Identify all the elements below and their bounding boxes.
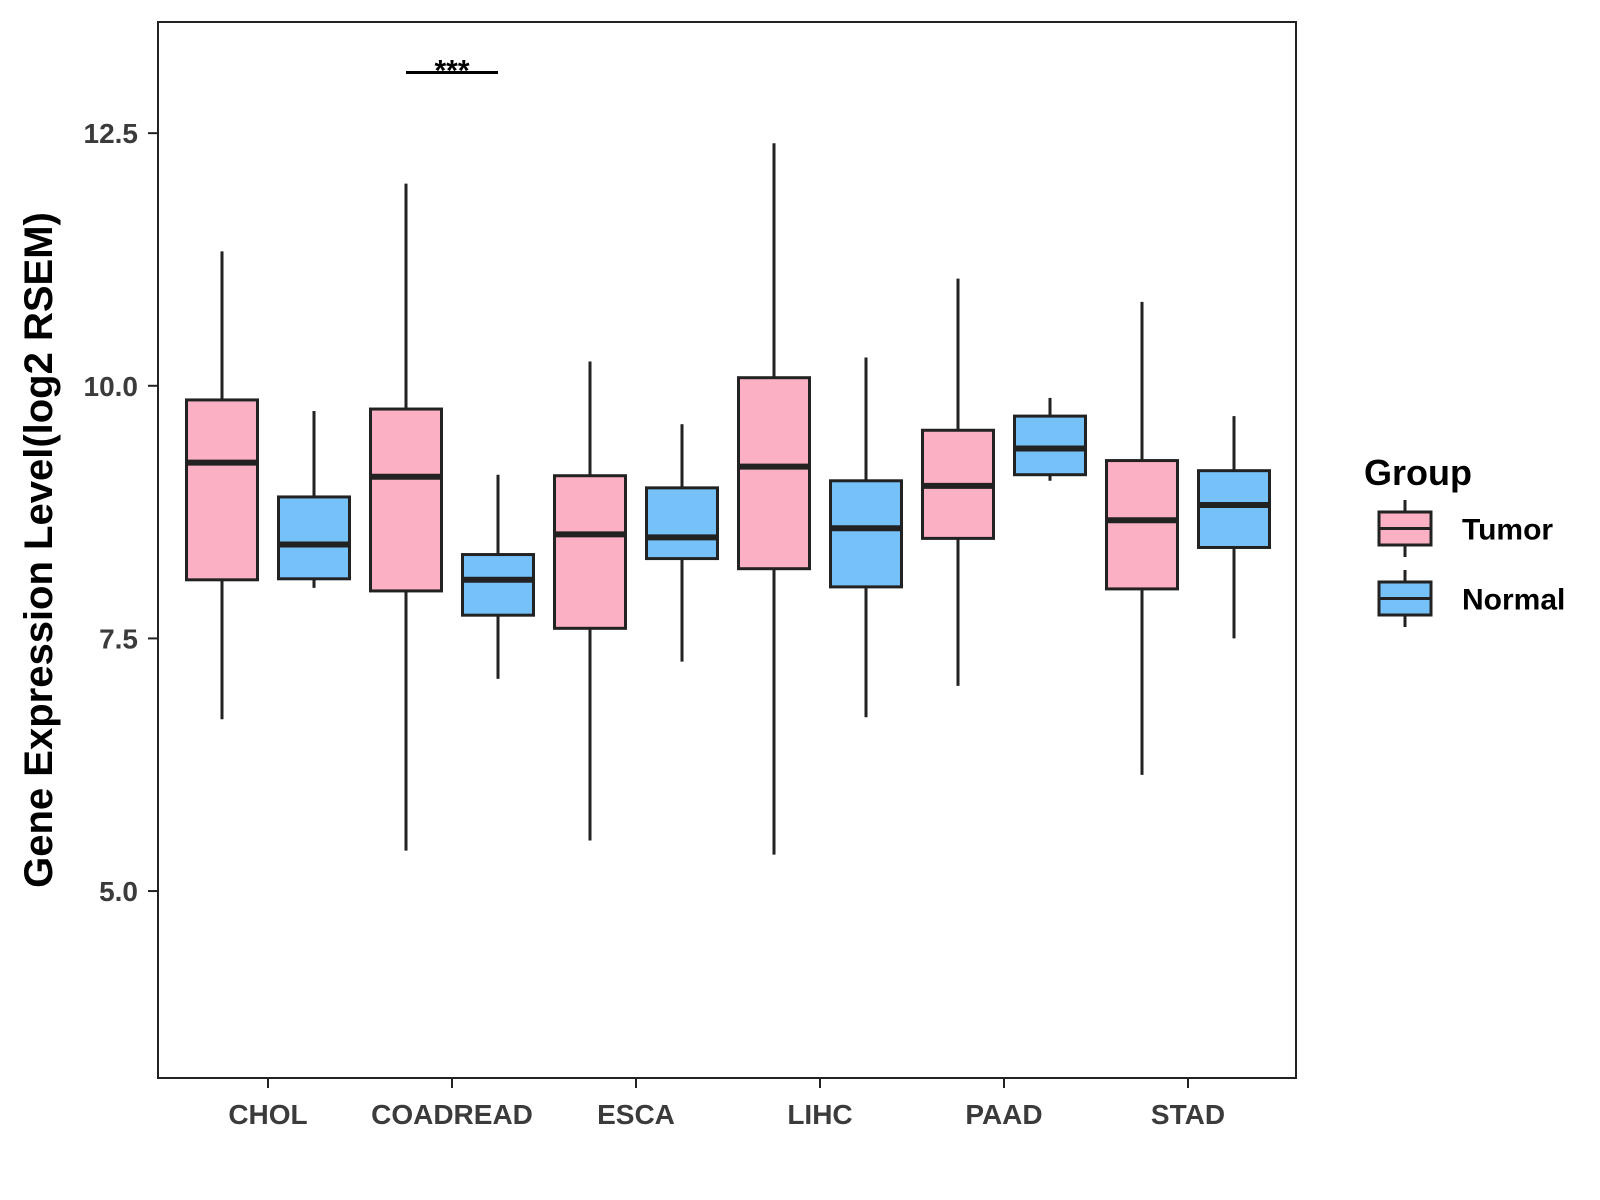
box-iqr (369, 407, 443, 593)
box-iqr (645, 486, 719, 561)
box-iqr (829, 479, 903, 589)
box-tumor-chol (185, 251, 259, 720)
box-iqr (277, 495, 351, 581)
boxes-layer (185, 143, 1271, 855)
box-normal-paad (1013, 397, 1087, 481)
x-tick-label-paad: PAAD (965, 1099, 1042, 1130)
box-tumor-paad (921, 278, 995, 686)
box-iqr (1197, 469, 1271, 549)
box-normal-esca (645, 424, 719, 662)
box-iqr (461, 553, 535, 617)
legend-entry-tumor: Tumor (1377, 500, 1553, 557)
box-iqr (737, 376, 811, 571)
legend-title: Group (1364, 452, 1472, 493)
plot-panel-border (157, 21, 1297, 1079)
box-iqr (553, 474, 627, 630)
significance-stars: *** (434, 55, 469, 88)
x-tick-label-esca: ESCA (597, 1099, 675, 1130)
box-tumor-esca (553, 361, 627, 841)
y-axis: 5.0 7.5 10.0 12.5 (84, 118, 158, 907)
x-tick-label-coadread: COADREAD (371, 1099, 533, 1130)
y-tick-label: 12.5 (84, 118, 139, 149)
annotations-layer: *** (406, 55, 498, 88)
box-tumor-lihc (737, 143, 811, 855)
box-tumor-stad (1105, 301, 1179, 775)
legend-label: Normal (1462, 584, 1565, 617)
box-normal-stad (1197, 416, 1271, 639)
y-tick-label: 7.5 (99, 623, 138, 654)
x-tick-label-lihc: LIHC (787, 1099, 852, 1130)
box-iqr (1105, 459, 1179, 591)
legend-label: Tumor (1462, 514, 1553, 547)
box-normal-chol (277, 411, 351, 588)
box-tumor-coadread (369, 183, 443, 851)
y-tick-label: 5.0 (99, 876, 138, 907)
box-normal-coadread (461, 474, 535, 679)
x-axis: CHOL COADREAD ESCA LIHC PAAD STAD (228, 1078, 1225, 1130)
box-iqr (1013, 414, 1087, 477)
y-axis-title: Gene Expression Level(log2 RSEM) (17, 212, 61, 888)
legend: Group Tumor Normal (1364, 452, 1565, 627)
x-tick-label-stad: STAD (1151, 1099, 1225, 1130)
x-tick-label-chol: CHOL (228, 1099, 307, 1130)
y-tick-label: 10.0 (84, 371, 139, 402)
box-iqr (185, 398, 259, 582)
box-normal-lihc (829, 357, 903, 718)
legend-entry-normal: Normal (1377, 570, 1565, 627)
